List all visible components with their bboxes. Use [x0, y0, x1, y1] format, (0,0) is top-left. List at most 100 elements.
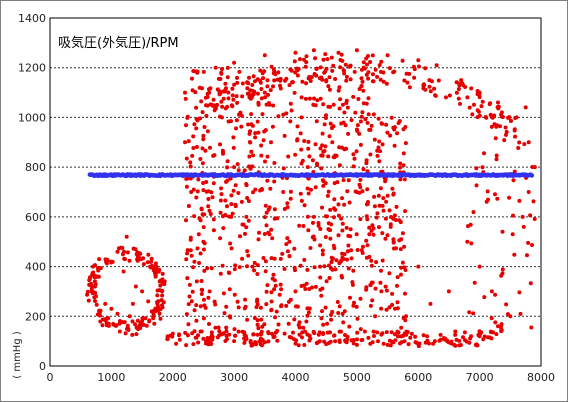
data-point — [384, 288, 389, 293]
data-point — [411, 64, 416, 69]
data-point — [219, 192, 224, 197]
data-point — [391, 340, 396, 345]
data-point — [365, 187, 370, 192]
data-point — [160, 277, 165, 282]
data-point — [256, 130, 261, 135]
data-point — [85, 292, 90, 297]
data-point — [109, 260, 114, 265]
data-point — [393, 306, 397, 311]
data-point — [340, 196, 344, 201]
data-point — [260, 112, 265, 117]
data-point — [395, 300, 400, 305]
data-point — [329, 222, 334, 227]
data-point — [204, 103, 208, 108]
data-point — [243, 231, 247, 236]
data-point — [306, 146, 311, 151]
data-point — [244, 336, 249, 341]
data-point — [146, 252, 151, 257]
data-point — [359, 84, 364, 89]
chart-title: 吸気圧(外気圧)/RPM — [58, 35, 179, 51]
data-point — [304, 319, 309, 324]
data-point — [346, 266, 351, 271]
data-point — [402, 244, 407, 249]
data-point — [306, 139, 311, 144]
data-point — [240, 94, 245, 99]
y-tick-label: 1200 — [18, 62, 46, 75]
data-point — [211, 97, 216, 102]
data-point — [250, 88, 255, 93]
data-point — [456, 87, 461, 91]
data-point — [197, 85, 202, 90]
data-point — [385, 130, 390, 135]
data-point — [329, 266, 333, 271]
data-point — [513, 134, 518, 139]
data-point — [378, 149, 383, 154]
data-point — [403, 125, 408, 129]
data-point — [289, 335, 294, 340]
x-tick-label: 2000 — [159, 371, 187, 384]
data-point — [146, 299, 151, 304]
data-point — [383, 216, 388, 221]
data-point — [343, 123, 348, 128]
data-point — [361, 60, 366, 65]
data-point — [507, 195, 512, 200]
data-point — [259, 96, 264, 101]
data-point — [314, 67, 319, 71]
data-point — [272, 278, 277, 283]
data-point — [384, 122, 389, 127]
data-point — [245, 196, 250, 200]
data-point — [433, 93, 438, 98]
data-point — [270, 124, 275, 129]
data-point — [212, 153, 217, 158]
data-point — [337, 85, 342, 90]
data-point — [485, 189, 490, 194]
data-point — [149, 256, 154, 261]
data-point — [300, 335, 304, 340]
data-point — [379, 59, 384, 64]
data-point — [505, 312, 510, 317]
data-point — [358, 177, 363, 182]
data-point — [370, 53, 375, 58]
data-point — [282, 331, 287, 336]
data-point — [344, 101, 349, 105]
data-point — [337, 163, 342, 168]
data-point — [191, 265, 196, 270]
data-point — [459, 78, 464, 83]
data-point — [261, 256, 266, 260]
data-point — [220, 67, 224, 71]
data-point — [183, 90, 187, 95]
data-point — [494, 157, 499, 162]
data-point — [349, 256, 354, 261]
data-point — [311, 220, 315, 225]
x-tick-label: 6000 — [404, 371, 432, 384]
y-tick-label: 800 — [25, 161, 46, 174]
data-point — [349, 118, 354, 123]
data-point — [312, 237, 317, 242]
data-point — [220, 263, 225, 268]
data-point — [401, 163, 406, 168]
data-point — [376, 116, 381, 121]
data-point — [245, 264, 249, 269]
data-point — [177, 337, 182, 342]
data-point — [487, 102, 492, 107]
data-point — [529, 173, 535, 178]
data-point — [500, 114, 504, 119]
data-point — [192, 329, 197, 334]
data-point — [263, 269, 268, 274]
data-point — [526, 140, 531, 145]
data-point — [416, 264, 421, 269]
data-point — [316, 223, 321, 228]
data-point — [208, 340, 213, 345]
data-point — [317, 339, 322, 344]
data-point — [223, 88, 228, 92]
data-point — [348, 227, 353, 232]
data-point — [256, 102, 261, 107]
data-point — [327, 87, 332, 92]
data-point — [268, 186, 273, 191]
data-point — [326, 189, 331, 194]
data-point — [320, 252, 325, 257]
data-point — [465, 239, 470, 244]
data-point — [293, 50, 298, 55]
data-point — [496, 324, 500, 329]
data-point — [207, 87, 211, 92]
